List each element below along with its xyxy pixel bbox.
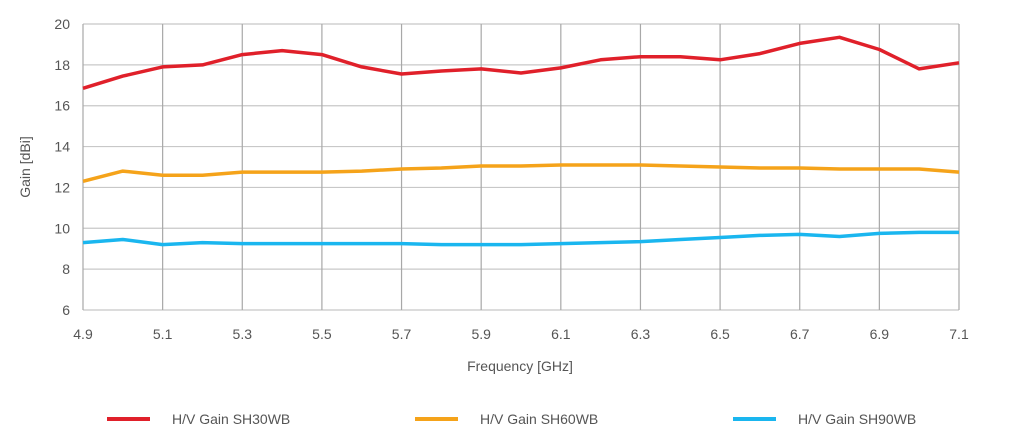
series-line-3 [82, 230, 959, 247]
series-line-1 [82, 35, 960, 90]
y-tick-label: 8 [62, 261, 70, 277]
x-tick-label: 5.7 [392, 326, 412, 342]
x-tick-label: 5.3 [233, 326, 253, 342]
legend: H/V Gain SH30WB H/V Gain SH60WB H/V Gain S… [107, 411, 916, 427]
y-tick-label: 6 [62, 302, 70, 318]
x-tick-label: 5.1 [153, 326, 173, 342]
y-tick-label: 20 [54, 16, 70, 32]
legend-label: H/V Gain SH60WB [480, 411, 598, 427]
x-tick-label: 5.5 [312, 326, 332, 342]
tick-labels: 6 8 10 12 14 16 18 20 4.9 5.1 5.3 5.5 5.7 5.9 6.1 6.3 6.… [54, 16, 969, 342]
x-tick-label: 7.1 [949, 326, 969, 342]
legend-label: H/V Gain SH30WB [172, 411, 290, 427]
y-tick-label: 14 [54, 139, 70, 155]
series-line-2 [82, 163, 960, 183]
x-tick-label: 4.9 [73, 326, 93, 342]
x-axis-label: Frequency [GHz] [467, 358, 573, 374]
x-tick-label: 6.7 [790, 326, 810, 342]
y-tick-label: 12 [54, 179, 70, 195]
x-tick-label: 6.9 [870, 326, 890, 342]
x-tick-label: 6.1 [551, 326, 571, 342]
y-axis-label: Gain [dBi] [17, 136, 33, 197]
y-tick-label: 10 [54, 220, 70, 236]
series-lines [82, 35, 960, 247]
x-tick-label: 6.3 [631, 326, 651, 342]
legend-label: H/V Gain SH90WB [798, 411, 916, 427]
y-tick-label: 16 [54, 98, 70, 114]
x-tick-label: 5.9 [471, 326, 491, 342]
x-tick-label: 6.5 [710, 326, 730, 342]
y-tick-label: 18 [54, 57, 70, 73]
